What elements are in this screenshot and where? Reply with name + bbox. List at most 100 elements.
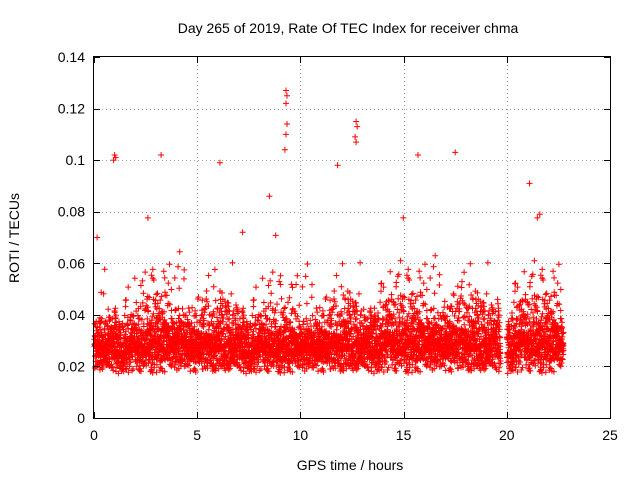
data-point — [221, 298, 228, 305]
data-point — [454, 283, 461, 290]
data-point — [272, 232, 279, 239]
data-point — [143, 337, 150, 344]
data-point — [173, 351, 180, 358]
data-point — [220, 326, 227, 333]
data-point — [488, 302, 495, 308]
data-point — [225, 366, 232, 373]
data-point — [193, 312, 200, 319]
data-point — [427, 275, 434, 281]
data-point — [149, 369, 156, 376]
data-point — [400, 214, 407, 221]
data-point — [153, 369, 160, 376]
data-point — [101, 266, 108, 273]
data-point — [184, 316, 191, 323]
data-point — [236, 363, 243, 370]
data-point — [240, 312, 247, 319]
data-point — [191, 323, 198, 330]
data-point — [422, 261, 428, 268]
data-point — [102, 318, 109, 325]
data-point — [334, 311, 341, 318]
data-point — [168, 363, 175, 370]
data-point — [201, 317, 207, 324]
data-point — [215, 365, 222, 372]
data-point — [408, 291, 415, 298]
data-point — [220, 314, 227, 321]
data-point — [158, 293, 165, 300]
data-point — [233, 302, 239, 308]
data-point — [331, 288, 338, 294]
data-point — [387, 268, 394, 275]
data-point — [154, 290, 161, 297]
data-point — [309, 281, 315, 288]
data-point — [203, 296, 210, 302]
data-point — [115, 370, 122, 377]
data-point — [113, 319, 120, 326]
data-point — [206, 311, 213, 318]
data-point — [210, 283, 217, 290]
data-point — [466, 281, 473, 288]
data-point — [105, 306, 112, 313]
data-point — [483, 290, 490, 297]
data-point — [150, 277, 157, 283]
data-point — [204, 298, 210, 305]
data-point — [161, 308, 167, 315]
data-point — [339, 260, 346, 267]
data-point — [253, 284, 259, 291]
data-point — [331, 296, 337, 302]
data-point — [133, 299, 140, 306]
data-point — [205, 272, 212, 279]
data-point — [409, 290, 416, 297]
data-point — [420, 280, 427, 287]
data-point — [397, 257, 404, 264]
data-point — [150, 310, 157, 317]
data-point — [392, 365, 399, 372]
data-point — [285, 299, 291, 306]
data-point — [230, 307, 237, 314]
data-point — [274, 301, 280, 308]
data-point — [149, 313, 156, 320]
data-point — [356, 290, 362, 297]
data-point — [240, 305, 247, 312]
data-point — [229, 259, 236, 266]
data-point — [367, 309, 374, 316]
data-point — [135, 321, 142, 328]
data-point — [187, 368, 194, 375]
data-point — [161, 368, 168, 375]
data-point — [461, 269, 468, 276]
chart-title: Day 265 of 2019, Rate Of TEC Index for r… — [178, 20, 519, 36]
data-point — [308, 294, 315, 301]
data-point — [127, 317, 133, 323]
data-point — [484, 259, 491, 266]
data-point — [331, 298, 338, 305]
data-point — [296, 302, 303, 309]
data-point — [423, 286, 430, 293]
data-point — [222, 333, 229, 340]
data-point — [166, 261, 173, 268]
data-point — [146, 294, 153, 301]
data-point — [171, 275, 178, 281]
data-point — [112, 312, 119, 319]
data-point — [139, 277, 146, 284]
data-point — [225, 303, 232, 310]
data-point — [327, 297, 334, 304]
data-point — [176, 248, 183, 255]
data-point — [286, 294, 293, 301]
data-point — [282, 304, 289, 311]
data-point — [214, 306, 221, 312]
data-point — [223, 321, 230, 328]
data-point — [189, 304, 196, 311]
data-point — [168, 315, 175, 322]
data-point — [140, 323, 147, 330]
data-point — [228, 290, 235, 297]
data-point — [192, 369, 199, 375]
data-point — [183, 312, 189, 319]
data-point — [138, 368, 144, 375]
data-point — [163, 292, 170, 299]
data-point — [100, 364, 107, 370]
data-point — [227, 365, 233, 372]
data-point — [521, 268, 528, 275]
data-point — [276, 278, 283, 285]
data-point — [144, 214, 151, 221]
data-point — [126, 363, 133, 370]
